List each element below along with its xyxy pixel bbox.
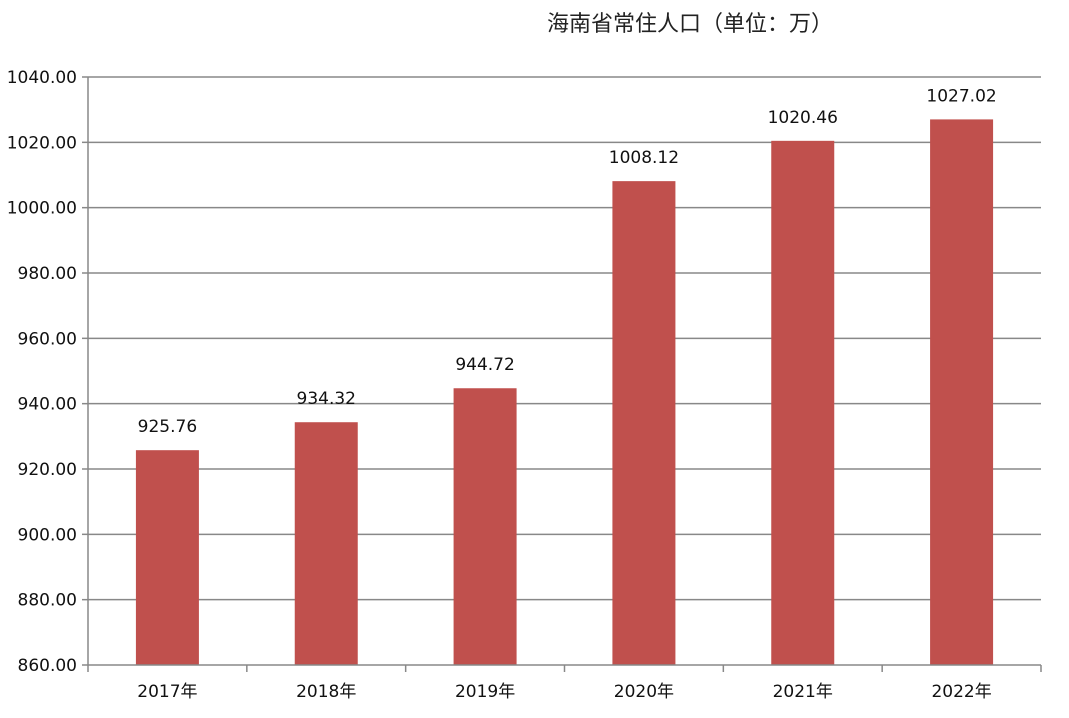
data-label: 934.32 <box>297 389 356 409</box>
data-label: 925.76 <box>138 417 197 437</box>
axes <box>87 77 1042 672</box>
x-axis-tick-labels: 2017年 2018年 2019年 2020年 2021年 2022年 <box>137 682 991 702</box>
bar-2017年 <box>135 450 199 665</box>
y-tick-label: 880.00 <box>18 591 77 611</box>
gridlines <box>82 76 1041 666</box>
x-tick-label: 2017年 <box>137 682 197 702</box>
bar-2020年 <box>612 181 676 665</box>
bar-2022年 <box>930 119 994 665</box>
data-labels: 925.76 934.32 944.72 1008.12 1020.46 1027.02 <box>138 86 997 437</box>
y-tick-label: 900.00 <box>18 525 77 545</box>
chart-title: 海南省常住人口（单位：万） <box>547 12 833 37</box>
x-tick-label: 2019年 <box>455 682 515 702</box>
data-label: 944.72 <box>455 355 514 375</box>
data-label: 1020.46 <box>768 108 838 128</box>
y-tick-label: 1000.00 <box>7 199 77 219</box>
y-tick-label: 980.00 <box>18 264 77 284</box>
x-tick-label: 2021年 <box>773 682 833 702</box>
data-label: 1027.02 <box>926 86 996 106</box>
y-tick-label: 1020.00 <box>7 133 77 153</box>
y-tick-label: 940.00 <box>18 395 77 415</box>
y-axis-tick-labels: 860.00 880.00 900.00 920.00 940.00 960.00 980.… <box>7 68 77 676</box>
y-tick-label: 960.00 <box>18 329 77 349</box>
bar-2018年 <box>294 422 358 665</box>
y-tick-label: 860.00 <box>18 656 77 676</box>
x-tick-label: 2018年 <box>296 682 356 702</box>
x-tick-label: 2022年 <box>931 682 991 702</box>
y-tick-label: 1040.00 <box>7 68 77 88</box>
y-tick-label: 920.00 <box>18 460 77 480</box>
bars <box>135 119 994 665</box>
x-tick-label: 2020年 <box>614 682 674 702</box>
bar-2019年 <box>453 388 517 665</box>
bar-2021年 <box>771 140 835 665</box>
data-label: 1008.12 <box>609 148 679 168</box>
